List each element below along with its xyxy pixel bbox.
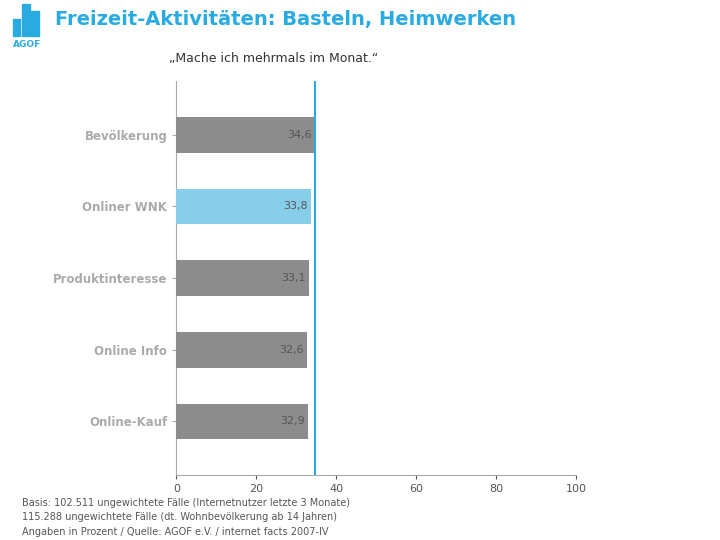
Bar: [22, 4, 30, 36]
Text: 33,8: 33,8: [284, 201, 308, 212]
Text: AGOF: AGOF: [13, 40, 41, 49]
Bar: [176, 260, 309, 296]
Text: 32,6: 32,6: [279, 345, 303, 355]
Bar: [13, 18, 20, 36]
Bar: [31, 11, 39, 36]
Bar: [176, 117, 315, 153]
Text: Basis: 102.511 ungewichtete Fälle (Internetnutzer letzte 3 Monate)
115.288 ungew: Basis: 102.511 ungewichtete Fälle (Inter…: [22, 498, 350, 537]
Bar: [176, 332, 307, 368]
Text: 33,1: 33,1: [281, 273, 305, 283]
Text: Seite 75: Seite 75: [624, 516, 675, 526]
Text: 34,6: 34,6: [287, 130, 312, 140]
Text: 32,9: 32,9: [280, 416, 305, 427]
Bar: [176, 188, 312, 224]
Bar: [176, 403, 308, 440]
Text: „Mache ich mehrmals im Monat.“: „Mache ich mehrmals im Monat.“: [169, 52, 379, 65]
Text: Freizeit-Aktivitäten: Basteln, Heimwerken: Freizeit-Aktivitäten: Basteln, Heimwerke…: [55, 10, 516, 29]
